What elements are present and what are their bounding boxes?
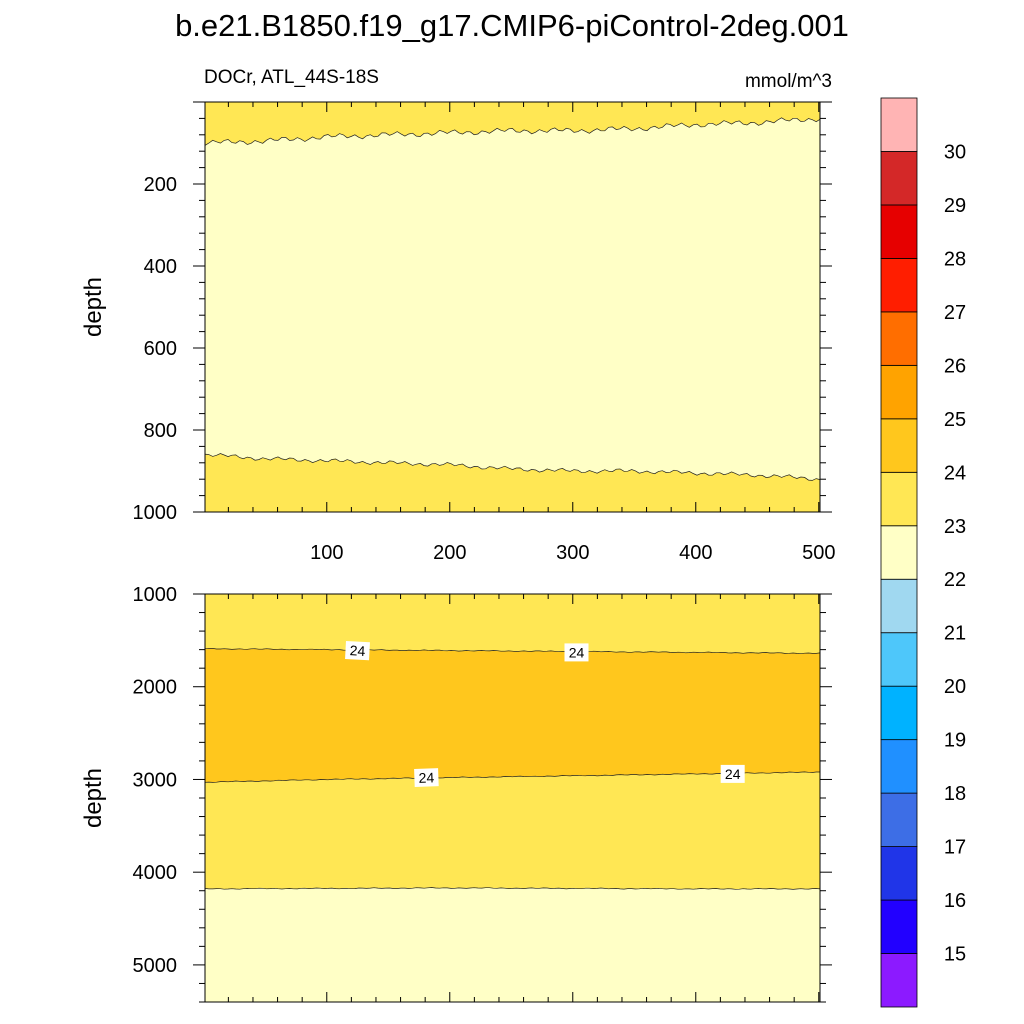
y-axis-label: depth bbox=[80, 768, 107, 828]
lower-band-24-25 bbox=[205, 648, 820, 783]
x-tick-label: 200 bbox=[433, 542, 466, 564]
lower-contour-panel: 24 24 24 24 1000 2000 3000 4000 5000 depth bbox=[80, 584, 832, 1003]
colorbar: 15 16 17 18 19 20 21 22 23 24 25 26 27 28 29 30 bbox=[880, 97, 966, 1008]
contour-label: 24 bbox=[564, 643, 589, 662]
colorbar-swatch bbox=[880, 151, 918, 206]
colorbar-label: 25 bbox=[944, 409, 966, 431]
left-string: DOCr, ATL_44S-18S bbox=[204, 67, 379, 88]
colorbar-swatch bbox=[880, 685, 918, 741]
y-tick-label: 5000 bbox=[133, 955, 178, 977]
y-tick-label: 3000 bbox=[133, 769, 178, 791]
colorbar-swatch bbox=[880, 792, 918, 847]
colorbar-swatch bbox=[880, 739, 918, 794]
colorbar-swatch bbox=[880, 311, 918, 366]
upper-contour-line bbox=[204, 453, 821, 481]
colorbar-label: 18 bbox=[944, 783, 966, 805]
colorbar-label: 19 bbox=[944, 730, 966, 752]
contour-label: 24 bbox=[345, 640, 370, 661]
contour-label-text: 24 bbox=[418, 769, 434, 786]
colorbar-label: 24 bbox=[944, 462, 966, 484]
colorbar-label: 26 bbox=[944, 355, 966, 377]
colorbar-swatch bbox=[880, 525, 918, 580]
x-tick-label: 400 bbox=[679, 542, 712, 564]
contour-label-box bbox=[564, 643, 589, 662]
colorbar-label: 16 bbox=[944, 890, 966, 912]
contour-label-text: 24 bbox=[349, 642, 366, 659]
colorbar-swatch bbox=[880, 418, 918, 473]
lower-contour-line bbox=[204, 887, 821, 890]
y-tick-label: 1000 bbox=[133, 502, 178, 524]
colorbar-label: 20 bbox=[944, 676, 966, 698]
contour-label-box bbox=[345, 640, 370, 661]
colorbar-label: 22 bbox=[944, 569, 966, 591]
colorbar-label: 17 bbox=[944, 837, 966, 859]
x-tick-label: 500 bbox=[802, 542, 835, 564]
y-tick-label: 1000 bbox=[133, 584, 178, 606]
x-tick-label: 300 bbox=[556, 542, 589, 564]
upper-contour-panel: 100 200 300 400 500 200 400 600 800 1000 depth bbox=[80, 101, 835, 564]
colorbar-label: 21 bbox=[944, 623, 966, 645]
upper-contour-line bbox=[204, 117, 821, 146]
contour-label: 24 bbox=[720, 764, 745, 783]
colorbar-swatch bbox=[880, 899, 918, 954]
y-tick-label: 400 bbox=[144, 256, 177, 278]
colorbar-label: 23 bbox=[944, 516, 966, 538]
lower-contour-line bbox=[204, 647, 821, 655]
y-tick-label: 2000 bbox=[133, 677, 178, 699]
colorbar-swatch bbox=[880, 578, 918, 634]
contour-label-box bbox=[720, 764, 745, 783]
lower-contour-line bbox=[204, 771, 820, 783]
contour-label: 24 bbox=[414, 768, 439, 788]
colorbar-swatch bbox=[880, 97, 918, 152]
colorbar-swatch bbox=[880, 471, 918, 527]
units-label: mmol/m^3 bbox=[745, 71, 832, 92]
upper-band-22-23 bbox=[205, 117, 820, 481]
colorbar-swatch bbox=[880, 204, 918, 259]
contour-label-text: 24 bbox=[725, 766, 741, 782]
y-tick-label: 600 bbox=[144, 338, 177, 360]
y-axis-label: depth bbox=[80, 277, 107, 337]
colorbar-label: 15 bbox=[944, 944, 966, 966]
colorbar-label: 29 bbox=[944, 195, 966, 217]
contour-label-box bbox=[414, 768, 439, 788]
colorbar-swatch bbox=[880, 364, 918, 420]
y-tick-label: 200 bbox=[144, 174, 177, 196]
figure-title: b.e21.B1850.f19_g17.CMIP6-piControl-2deg… bbox=[175, 8, 849, 43]
colorbar-swatch bbox=[880, 846, 918, 901]
colorbar-swatch bbox=[880, 632, 918, 687]
x-tick-label: 100 bbox=[310, 542, 343, 564]
contour-label-text: 24 bbox=[569, 644, 585, 660]
colorbar-label: 30 bbox=[944, 141, 966, 163]
y-tick-label: 4000 bbox=[133, 862, 178, 884]
colorbar-label: 28 bbox=[944, 248, 966, 270]
colorbar-swatch bbox=[880, 258, 918, 313]
colorbar-swatch bbox=[880, 953, 918, 1008]
upper-plot-frame bbox=[204, 101, 821, 513]
colorbar-label: 27 bbox=[944, 302, 966, 324]
y-tick-label: 800 bbox=[144, 420, 177, 442]
